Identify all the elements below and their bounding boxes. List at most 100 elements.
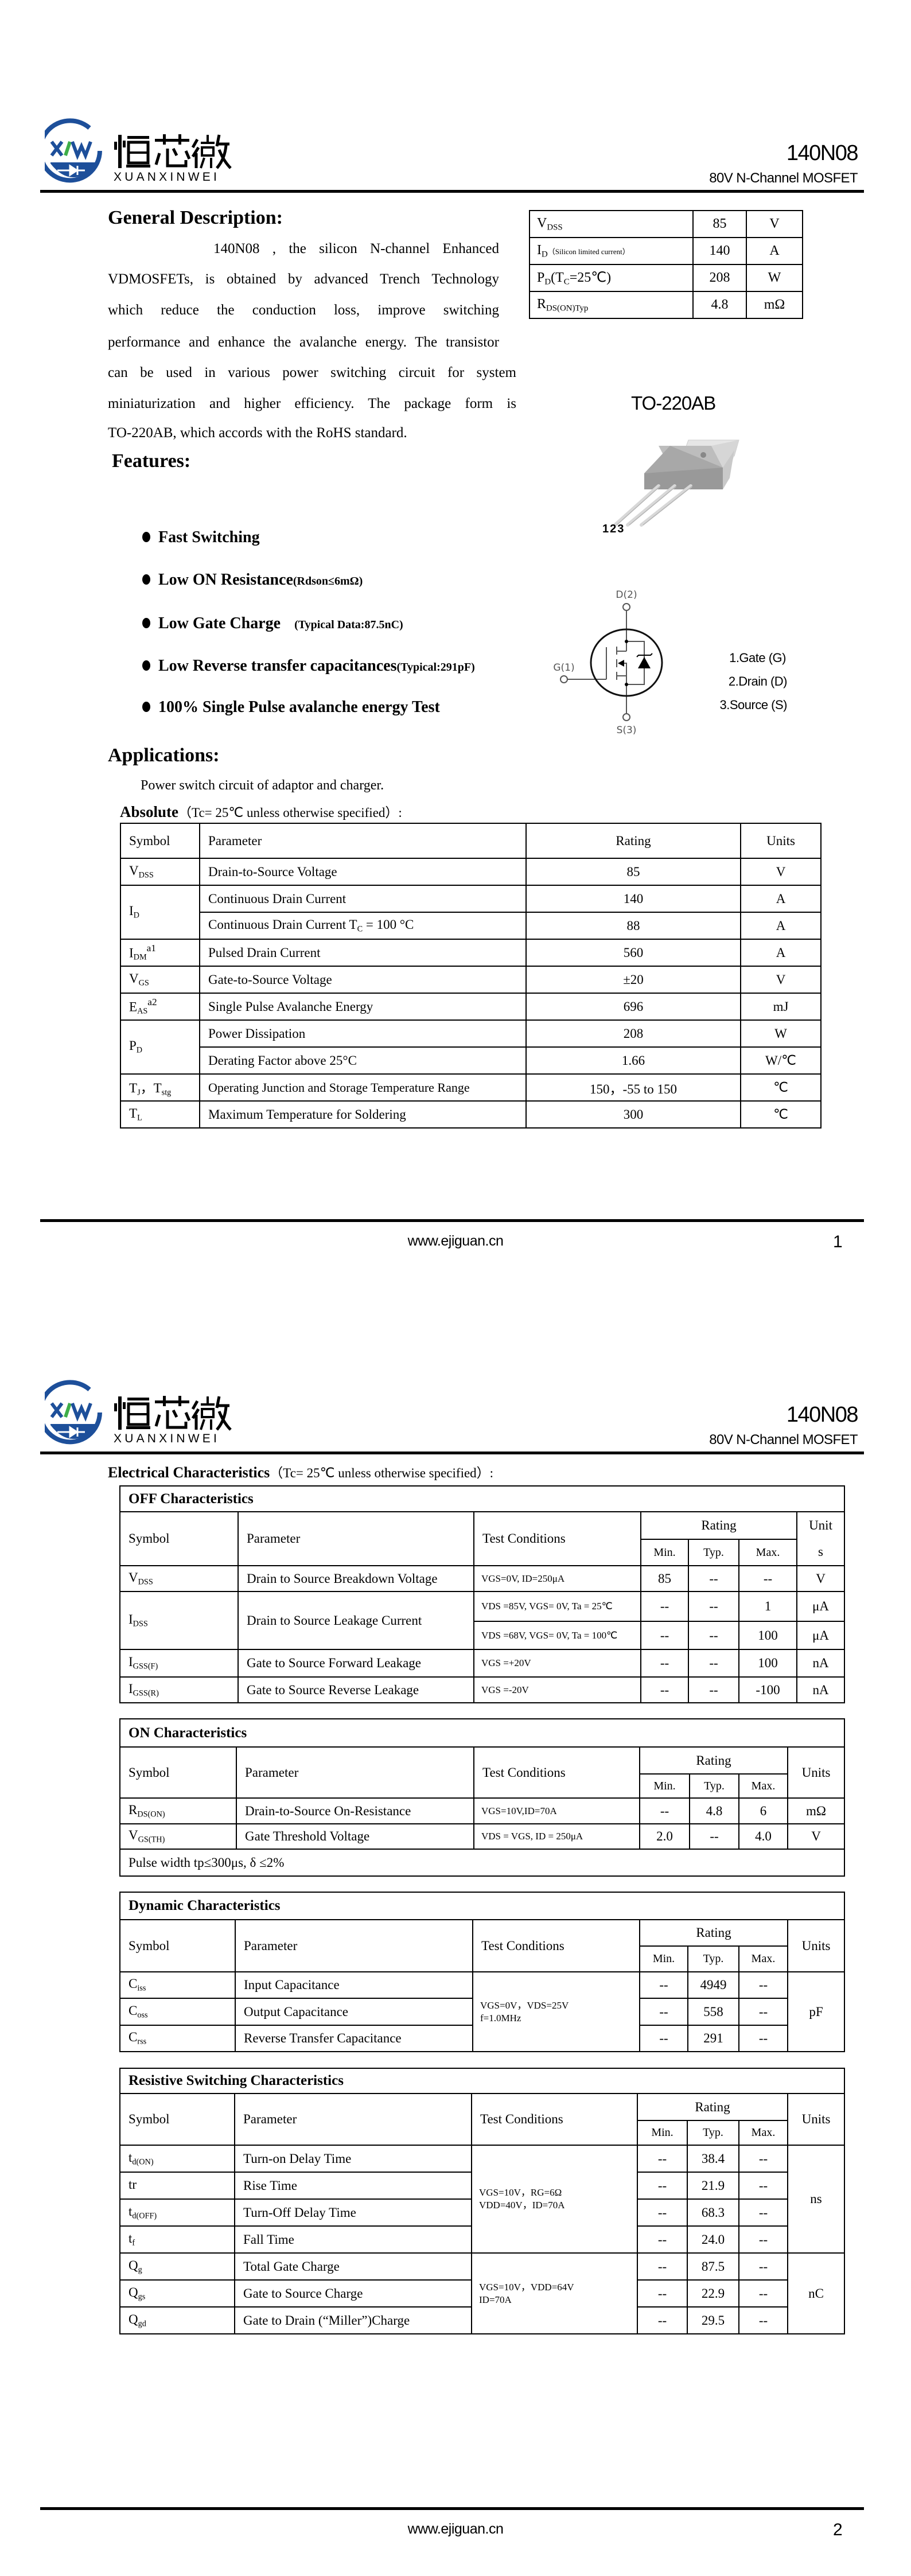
pin-drain: 2.Drain (D)	[728, 674, 788, 688]
unit: ℃	[740, 1073, 822, 1102]
parameter: Gate to Source Charge	[234, 2279, 472, 2307]
parameter: Output Capacitance	[235, 1998, 473, 2026]
applications-text: Power switch circuit of adaptor and char…	[141, 778, 384, 793]
symbol: R	[537, 296, 547, 312]
feature-text: 100% Single Pulse avalanche energy Test	[158, 698, 440, 716]
part-subtitle: 80V N-Channel MOSFET	[709, 170, 858, 186]
symbol-sub: d(ON)	[132, 2157, 154, 2167]
max: --	[738, 1998, 788, 2026]
max: --	[738, 2198, 788, 2227]
header-max: Max.	[738, 1945, 788, 1972]
max: --	[738, 2279, 788, 2307]
brand-logo: XUANXINWEI	[45, 118, 232, 184]
table-row: VDSS Drain-to-Source Voltage 85 V	[120, 858, 822, 886]
pin-gate: 1.Gate (G)	[729, 651, 786, 665]
parameter: Gate to Source Forward Leakage	[238, 1649, 474, 1678]
symbol: I	[129, 1655, 133, 1670]
unit: μA	[796, 1621, 846, 1650]
table-cell: Crss	[119, 2025, 236, 2052]
feature-item: Low Gate Charge (Typical Data:87.5nC)	[142, 614, 403, 635]
table-cell: PD	[120, 1019, 200, 1075]
unit: V	[796, 1565, 846, 1592]
typ: 24.0	[687, 2225, 739, 2254]
unit: pF	[787, 1971, 846, 2052]
table-cell: Qg	[119, 2252, 235, 2281]
features-heading: Features:	[112, 450, 191, 472]
drain-label: D(2)	[616, 589, 637, 601]
symbol-sub: DSS	[133, 1619, 148, 1629]
table-cell: ID	[120, 885, 200, 940]
symbol: T	[129, 1106, 138, 1120]
typ: 22.9	[687, 2279, 739, 2307]
summary-row: RDS(ON)Typ 4.8 mΩ	[529, 291, 803, 319]
table-cell: EASa2	[120, 993, 200, 1021]
test-condition: VDS =68V, VGS= 0V, Ta = 100℃	[473, 1621, 641, 1650]
electrical-heading-bold: Electrical Characteristics	[108, 1464, 270, 1481]
symbol-sub: gd	[138, 2319, 146, 2329]
max: 100	[738, 1621, 797, 1650]
table-row: Coss Output Capacitance -- 558 --	[119, 1998, 844, 2026]
max: --	[738, 1565, 797, 1592]
footnote-ref: a1	[146, 943, 156, 954]
table-cell: Qgd	[119, 2306, 235, 2334]
symbol: t	[129, 2204, 133, 2219]
footer-divider	[40, 2507, 864, 2510]
table-row: ID Continuous Drain Current 140 A	[120, 885, 822, 940]
parameter: Derating Factor above 25°C	[199, 1046, 527, 1075]
rating: 696	[525, 993, 741, 1021]
rating: ±20	[525, 966, 741, 994]
parameter: Fall Time	[234, 2225, 472, 2254]
symbol: T	[129, 1081, 138, 1096]
feature-item: 100% Single Pulse avalanche energy Test	[142, 698, 440, 717]
table-cell: tr	[119, 2172, 235, 2200]
part-number: 140N08	[786, 1403, 859, 1427]
symbol-sub: DS(ON)	[137, 1810, 165, 1819]
symbol-sub: D	[133, 910, 139, 920]
table-row: IDMa1 Pulsed Drain Current 560 A	[120, 939, 822, 967]
header-symbol: Symbol	[119, 1511, 239, 1566]
unit: A	[746, 237, 803, 265]
parameter: Continuous Drain Current	[199, 885, 527, 913]
symbol: P	[537, 270, 545, 285]
brand-logo: XUANXINWEI	[45, 1380, 232, 1445]
symbol: C	[129, 1976, 138, 1991]
table-cell: TL	[120, 1100, 200, 1129]
min: --	[637, 2306, 688, 2334]
max: 1	[738, 1591, 797, 1622]
table-header: Symbol Parameter Test Conditions Rating …	[119, 2093, 846, 2146]
symbol-note: （Silicon limited current）	[547, 247, 630, 256]
unit: mΩ	[787, 1797, 846, 1824]
absolute-heading-note: （Tc= 25℃ unless otherwise specified）:	[178, 806, 402, 820]
table-row: TJ，Tstg Operating Junction and Storage T…	[120, 1073, 822, 1102]
typ: 558	[687, 1998, 739, 2026]
parameter: Drain to Source Leakage Current	[238, 1591, 474, 1650]
table-row: VDSS Drain to Source Breakdown Voltage V…	[119, 1565, 846, 1592]
parameter: Drain-to-Source Voltage	[199, 858, 527, 886]
header-max: Max.	[738, 1539, 797, 1566]
on-characteristics-table: ON Characteristics Symbol Parameter Test…	[119, 1718, 846, 1877]
description-line: miniaturization and higher efficiency. T…	[108, 396, 516, 411]
typ: --	[688, 1591, 739, 1622]
absolute-heading: Absolute（Tc= 25℃ unless otherwise specif…	[120, 803, 402, 824]
header-symbol: Symbol	[119, 1746, 237, 1799]
max: 4.0	[738, 1823, 788, 1850]
value: 208	[692, 264, 747, 292]
test-condition: VGS =-20V	[473, 1676, 641, 1703]
symbol: I	[129, 1681, 133, 1696]
parameter-end: = 100 °C	[363, 917, 414, 932]
table-cell: tf	[119, 2225, 235, 2254]
parameter-sub: C	[357, 924, 363, 934]
symbol: Q	[129, 2258, 138, 2273]
unit: mJ	[740, 993, 822, 1021]
general-description-heading: General Description:	[108, 207, 283, 228]
unit: A	[740, 885, 822, 913]
feature-note: (Typical:291pF)	[396, 661, 475, 674]
header-units-b: s	[818, 1544, 823, 1559]
header-test: Test Conditions	[473, 1746, 640, 1799]
parameter: Gate to Drain (“Miller”)Charge	[234, 2306, 472, 2334]
header-units: Units	[787, 1746, 846, 1799]
page-number: 2	[833, 2520, 843, 2539]
table-row: IDSS Drain to Source Leakage Current VDS…	[119, 1591, 846, 1650]
section-title: Dynamic Characteristics	[119, 1892, 846, 1920]
